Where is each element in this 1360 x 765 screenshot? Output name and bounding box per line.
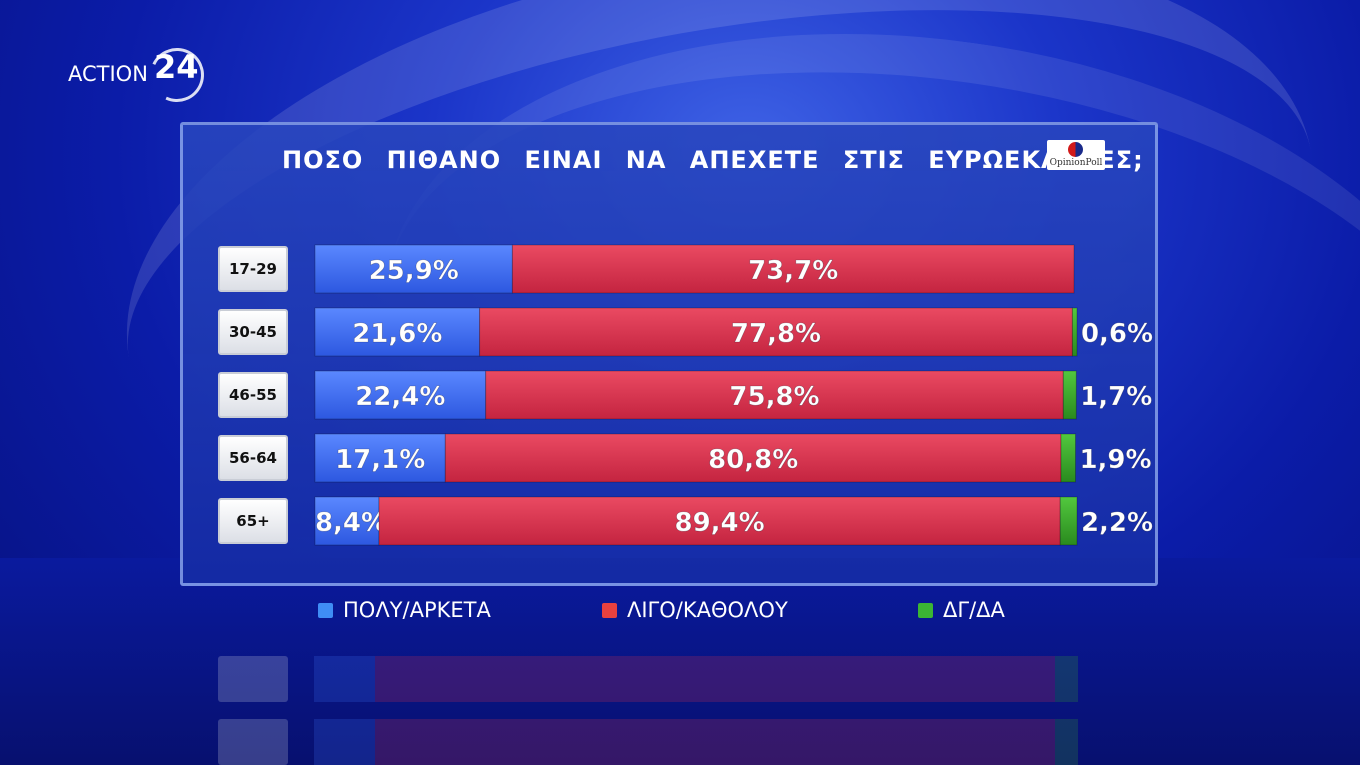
bar-segment-poly-arketa (314, 244, 513, 294)
legend-swatch (318, 602, 333, 618)
legend-label: ΛΙΓΟ/ΚΑΘΟΛΟΥ (627, 598, 788, 622)
pollster-logo: OpinionPoll (1047, 140, 1105, 170)
chart-title: ΠΟΣΟ ΠΙΘΑΝΟ ΕΙΝΑΙ ΝΑ ΑΠΕΧΕΤΕ ΣΤΙΣ ΕΥΡΩΕΚ… (282, 146, 1144, 174)
data-label: 21,6% (352, 319, 442, 349)
category-label: 46-55 (218, 372, 288, 418)
bar-segment-poly-arketa (314, 370, 487, 420)
bar-segment-dg-da (1060, 433, 1076, 483)
legend-item: ΛΙΓΟ/ΚΑΘΟΛΟΥ (602, 598, 788, 622)
bar-segment-dg-da (1062, 370, 1077, 420)
data-label: 1,7% (1080, 382, 1152, 412)
legend-swatch (602, 602, 617, 618)
data-label: 22,4% (355, 382, 445, 412)
bar-segment-ligo-katholou (378, 496, 1061, 546)
data-label: 25,9% (369, 256, 459, 286)
data-label: 1,9% (1079, 445, 1151, 475)
data-label: 89,4% (674, 508, 764, 538)
legend-label: ΠΟΛΥ/ΑΡΚΕΤΑ (343, 598, 491, 622)
channel-logo-number: 24 (154, 48, 199, 86)
legend-item: ΔΓ/ΔΑ (918, 598, 1005, 622)
bar-segment-dg-da (1059, 496, 1078, 546)
legend-label: ΔΓ/ΔΑ (943, 598, 1005, 622)
bar-segment-ligo-katholou (444, 433, 1062, 483)
category-label: 17-29 (218, 246, 288, 292)
pollster-logo-text: OpinionPoll (1049, 158, 1103, 168)
data-label: 8,4% (315, 508, 387, 538)
category-label: 56-64 (218, 435, 288, 481)
category-label: 65+ (218, 498, 288, 544)
bar-segment-poly-arketa (314, 307, 481, 357)
channel-logo: ACTION 24 (68, 40, 228, 110)
bar-segment-ligo-katholou (485, 370, 1064, 420)
legend-swatch (918, 602, 933, 618)
legend-item: ΠΟΛΥ/ΑΡΚΕΤΑ (318, 598, 491, 622)
bar-segment-ligo-katholou (511, 244, 1075, 294)
data-label: 0,6% (1081, 319, 1153, 349)
category-label: 30-45 (218, 309, 288, 355)
data-label: 2,2% (1081, 508, 1153, 538)
bar-segment-poly-arketa (314, 433, 446, 483)
data-label: 80,8% (708, 445, 798, 475)
bar-segment-dg-da (1071, 307, 1078, 357)
data-label: 77,8% (731, 319, 821, 349)
bar-segment-poly-arketa (314, 496, 380, 546)
data-label: 75,8% (729, 382, 819, 412)
data-label: 17,1% (335, 445, 425, 475)
pollster-logo-icon (1068, 142, 1083, 157)
channel-logo-text: ACTION (68, 62, 148, 86)
data-label: 73,7% (748, 256, 838, 286)
studio-floor (0, 558, 1360, 765)
bar-segment-ligo-katholou (479, 307, 1073, 357)
